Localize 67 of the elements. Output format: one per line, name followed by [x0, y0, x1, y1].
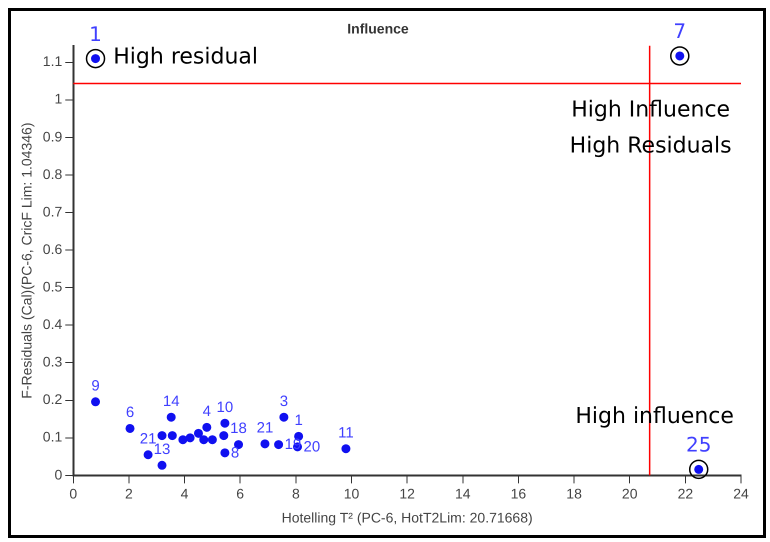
x-tick-label: 14	[454, 486, 471, 502]
annotation: 13	[154, 440, 170, 458]
x-tick-label: 0	[69, 486, 78, 502]
y-tick-label: 0.3	[42, 354, 62, 370]
x-tick-label: 8	[292, 486, 300, 502]
point	[126, 424, 135, 433]
y-tick-label: 0.2	[42, 391, 62, 408]
y-tick-label: 0.7	[42, 203, 62, 220]
annotation: 10	[216, 398, 234, 416]
annotation: 6	[126, 404, 134, 422]
y-tick-label: 0.8	[42, 166, 62, 182]
point	[279, 412, 288, 422]
annotation: 11	[338, 424, 354, 442]
x-tick-label: 18	[566, 486, 582, 502]
x-tick-label: 2	[125, 486, 134, 502]
y-tick-label: 0.4	[42, 316, 62, 332]
x-tick-label: 12	[399, 486, 416, 502]
annotation: 1	[89, 22, 102, 46]
point	[219, 431, 228, 440]
point	[341, 444, 350, 454]
point	[194, 428, 203, 438]
annotation: 21	[140, 430, 156, 448]
point	[91, 397, 100, 406]
point	[178, 435, 188, 444]
y-tick-label: 0	[54, 466, 62, 482]
y-tick-label: 0.6	[42, 240, 62, 257]
annotation: 1	[294, 412, 303, 429]
point	[158, 431, 167, 440]
chart-title: Influence	[347, 20, 409, 36]
annotation: 19	[284, 436, 302, 454]
y-tick-label: 1.1	[42, 53, 62, 70]
annotation: 8	[230, 444, 240, 462]
point	[199, 435, 208, 444]
point	[168, 431, 177, 440]
x-axis-title: Hotelling T² (PC-6, HotT2Lim: 20.71668)	[282, 509, 533, 526]
point	[202, 422, 212, 432]
x-tick-label: 10	[344, 486, 360, 502]
point	[166, 412, 176, 422]
point	[186, 433, 195, 442]
y-tick-label: 0.9	[42, 128, 62, 144]
annotation: High residual	[113, 44, 258, 70]
point	[260, 439, 270, 448]
y-axis-title: F-Residuals (Cal)(PC-6, CricF Lim: 1.04346)	[18, 122, 34, 399]
annotation: 9	[91, 377, 100, 394]
annotation: 21	[256, 419, 274, 436]
point	[274, 440, 284, 450]
point	[220, 418, 230, 428]
x-tick-label: 20	[622, 486, 638, 502]
x-tick-label: 22	[678, 486, 694, 502]
point	[220, 448, 230, 458]
annotation: 14	[162, 392, 180, 410]
annotation: 25	[686, 432, 712, 457]
x-tick-label: 6	[236, 486, 244, 502]
point	[144, 450, 153, 460]
annotation: 20	[304, 438, 320, 456]
y-tick-label: 1	[54, 90, 62, 107]
annotation: 7	[673, 19, 686, 44]
x-tick-label: 24	[733, 486, 749, 502]
y-tick-label: 0.1	[42, 428, 62, 445]
annotation: 3	[280, 392, 288, 410]
annotation: 4	[202, 402, 211, 420]
x-tick-label: 4	[180, 486, 189, 502]
point	[158, 460, 167, 470]
x-tick-label: 16	[510, 486, 526, 502]
point	[208, 435, 217, 444]
annotation: 18	[230, 420, 247, 438]
y-tick-label: 0.5	[42, 278, 62, 294]
